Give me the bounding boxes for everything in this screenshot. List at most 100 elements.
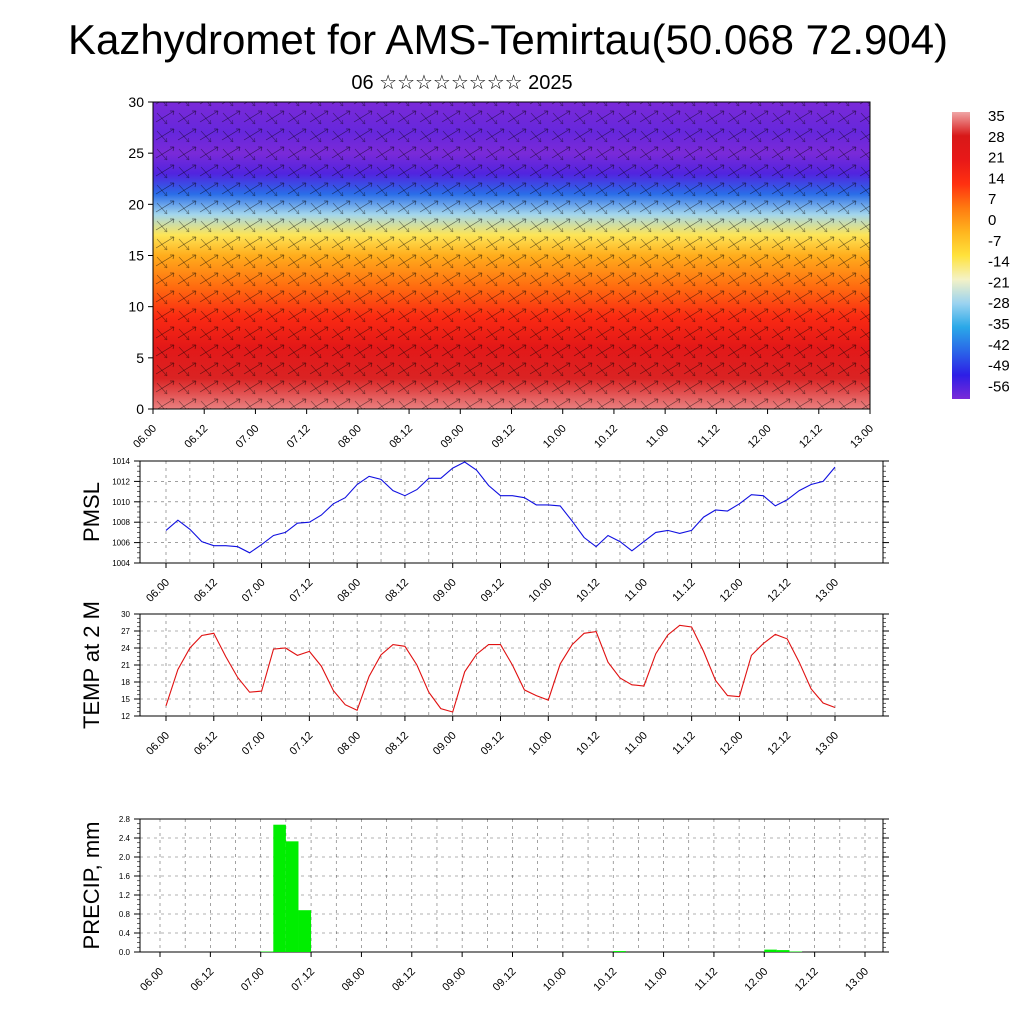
precip-bar [285, 841, 299, 952]
heatmap-x-tick-label: 09.00 [438, 423, 466, 451]
pmsl-x-tick-label: 06.00 [144, 577, 172, 605]
temp-y-tick-label: 21 [121, 661, 130, 670]
precip-x-tick-label: 12.12 [793, 966, 821, 994]
colorbar-label: -14 [988, 254, 1010, 271]
heatmap-x-tick-label: 11.00 [644, 423, 671, 450]
pmsl-x-tick-label: 11.12 [670, 577, 697, 604]
precip-y-tick-label: 2.0 [119, 853, 131, 862]
pmsl-x-tick-label: 09.00 [431, 577, 459, 605]
heatmap-x-tick-label: 06.00 [131, 423, 159, 451]
heatmap-x-tick-label: 09.12 [490, 423, 518, 451]
temp-x-tick-label: 13.00 [813, 730, 841, 758]
heatmap-x-tick-label: 10.12 [592, 423, 620, 451]
temp-x-tick-label: 10.12 [574, 730, 602, 758]
wind-streamlines [153, 102, 870, 409]
temp-x-tick-label: 06.12 [192, 730, 220, 758]
precip-x-tick-label: 13.00 [843, 966, 871, 994]
heatmap-y-tick-label: 25 [128, 145, 144, 161]
pmsl-panel: 1004 1006 1008 1010 1012 1014 06.00 06.12 07.00 0… [79, 457, 889, 605]
precip-y-tick-label: 0.8 [119, 910, 131, 919]
pmsl-frame [139, 460, 884, 564]
colorbar-ramp [952, 112, 970, 399]
precip-x-tick-label: 10.12 [591, 966, 619, 994]
heatmap-x-tick-label: 07.00 [234, 423, 262, 451]
colorbar-label: -49 [988, 358, 1010, 375]
colorbar-label: -35 [988, 316, 1010, 333]
heatmap-y-tick-label: 30 [128, 94, 144, 110]
colorbar-label: -28 [988, 295, 1010, 312]
pmsl-y-tick-label: 1012 [112, 477, 130, 486]
precip-bar [260, 951, 274, 953]
heatmap-y-tick-label: 20 [128, 196, 144, 212]
precip-y-axis-title: PRECIP, mm [79, 822, 104, 950]
pmsl-x-tick-label: 07.12 [288, 577, 316, 605]
pmsl-y-axis-title: PMSL [79, 482, 104, 542]
heatmap-x-tick-label: 06.12 [182, 423, 210, 451]
pmsl-x-tick-label: 08.00 [335, 577, 363, 605]
temp-y-tick-label: 12 [121, 712, 130, 721]
heatmap-y-tick-label: 10 [128, 299, 144, 315]
precip-x-tick-label: 06.00 [138, 966, 166, 994]
temp-x-tick-label: 12.00 [718, 730, 746, 758]
precip-y-tick-label: 0.4 [119, 929, 131, 938]
precip-y-tick-label: 2.8 [119, 815, 131, 824]
chart-subtitle: 06 ☆☆☆☆☆☆☆☆ 2025 [351, 72, 573, 94]
pmsl-x-tick-label: 08.12 [383, 577, 411, 605]
temp-x-tick-label: 08.12 [383, 730, 411, 758]
precip-x-tick-label: 12.00 [742, 966, 770, 994]
pmsl-y-tick-label: 1004 [112, 559, 130, 568]
heatmap-y-tick-label: 5 [136, 350, 144, 366]
colorbar-label: 21 [988, 150, 1005, 167]
precip-x-tick-label: 10.00 [541, 966, 569, 994]
pmsl-y-tick-label: 1006 [112, 539, 130, 548]
temp-y-tick-label: 18 [121, 678, 130, 687]
precip-y-tick-label: 1.2 [119, 891, 131, 900]
colorbar-label: 28 [988, 129, 1005, 146]
pmsl-y-tick-label: 1008 [112, 518, 130, 527]
temp-y-tick-label: 24 [121, 644, 130, 653]
temp-x-tick-label: 08.00 [335, 730, 363, 758]
temp-frame [139, 613, 884, 717]
heatmap-x-tick-label: 08.00 [336, 423, 364, 451]
precip-y-tick-label: 2.4 [119, 834, 131, 843]
precip-x-tick-label: 09.00 [440, 966, 468, 994]
precip-bar [789, 951, 803, 953]
pmsl-y-tick-label: 1014 [112, 457, 130, 466]
pmsl-series-line [165, 461, 836, 554]
temp-y-tick-label: 27 [121, 627, 130, 636]
colorbar-label: -56 [988, 378, 1010, 395]
pmsl-x-tick-label: 07.00 [240, 577, 268, 605]
temp-x-tick-label: 11.00 [623, 730, 650, 757]
chart-title: Kazhydromet for AMS-Temirtau(50.068 72.9… [67, 16, 949, 63]
precip-x-tick-label: 06.12 [189, 966, 217, 994]
precip-bar [273, 824, 286, 952]
pmsl-x-tick-label: 11.00 [623, 577, 650, 604]
precip-panel: 0.0 0.4 0.8 1.2 1.6 2.0 2.4 2.8 06.00 06.12 07.00 0… [79, 815, 889, 994]
temp-2m-panel: 12 15 18 21 24 27 30 06.00 06.12 07.00 07.12 08.00 0… [79, 601, 889, 758]
precip-x-tick-label: 07.00 [239, 966, 267, 994]
pmsl-x-tick-label: 10.12 [574, 577, 602, 605]
temperature-wind-panel: 0 5 10 15 20 25 30 06.00 06.12 07.00 07.12 08.00 08.… [128, 94, 876, 451]
temp-x-tick-label: 06.00 [144, 730, 172, 758]
temp-x-tick-label: 07.12 [288, 730, 316, 758]
pmsl-x-tick-label: 12.12 [765, 577, 793, 605]
precip-frame [139, 818, 884, 953]
temp-x-tick-label: 09.00 [431, 730, 459, 758]
pmsl-x-tick-label: 10.00 [526, 577, 554, 605]
temp-y-tick-label: 30 [121, 610, 130, 619]
precip-x-tick-label: 07.12 [289, 966, 317, 994]
precip-x-tick-label: 08.12 [390, 966, 418, 994]
precip-bar [298, 910, 312, 952]
colorbar-label: 7 [988, 191, 996, 208]
heatmap-x-tick-label: 07.12 [285, 423, 313, 451]
temp-y-axis-title: TEMP at 2 M [79, 601, 104, 729]
pmsl-x-tick-label: 06.12 [192, 577, 220, 605]
precip-y-tick-label: 0.0 [119, 948, 131, 957]
temp-x-tick-label: 10.00 [526, 730, 554, 758]
precip-y-tick-label: 1.6 [119, 872, 131, 881]
colorbar-label: -7 [988, 233, 1001, 250]
colorbar-label: -21 [988, 274, 1010, 291]
temp-x-tick-label: 09.12 [479, 730, 507, 758]
pmsl-x-tick-label: 09.12 [479, 577, 507, 605]
